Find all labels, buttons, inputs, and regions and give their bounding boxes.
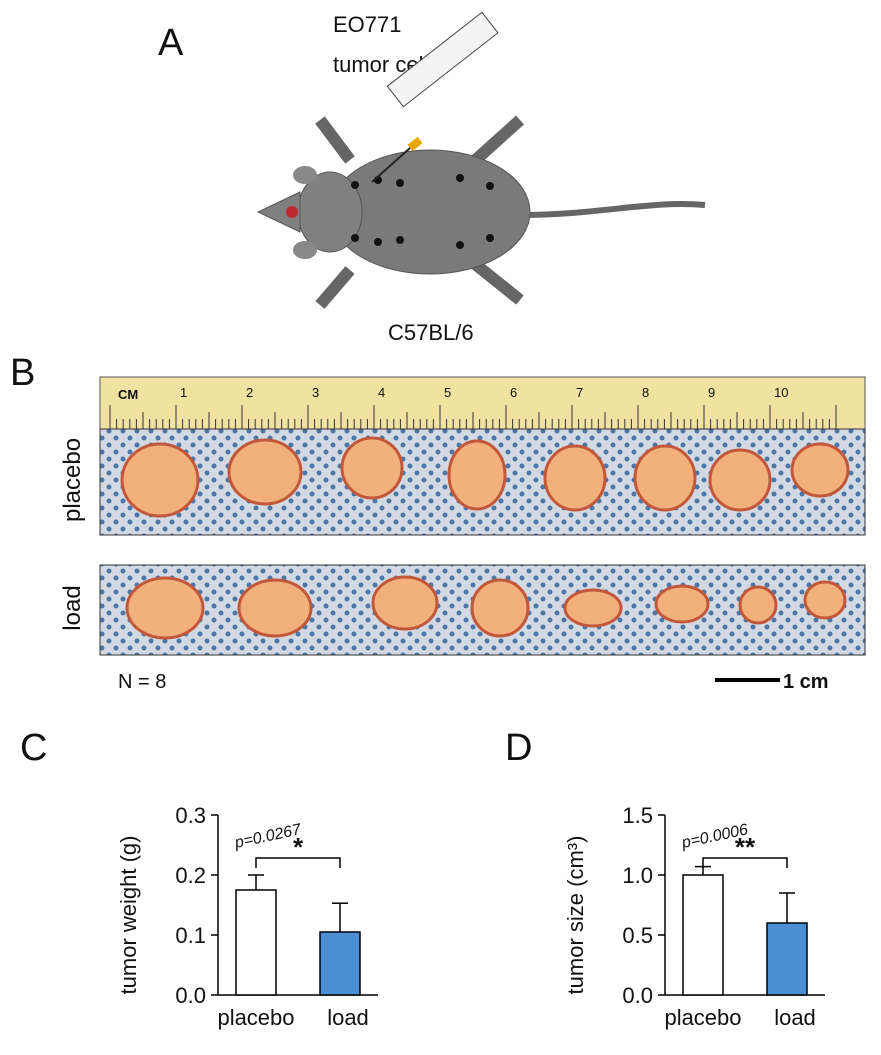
significance: ** — [735, 832, 756, 862]
tumor — [738, 585, 778, 625]
ruler-label: 4 — [378, 385, 385, 400]
group-label: placebo — [59, 438, 86, 522]
group-label: load — [59, 585, 86, 630]
strain-label: C57BL/6 — [388, 320, 474, 345]
tumor — [447, 439, 507, 511]
panel-letter: B — [10, 352, 35, 394]
x-tick-label: load — [327, 1005, 369, 1030]
ruler-label: 1 — [180, 385, 187, 400]
ruler-label: 9 — [708, 385, 715, 400]
y-tick-label: 0.3 — [175, 803, 206, 828]
ruler-label: 7 — [576, 385, 583, 400]
y-tick-label: 1.5 — [622, 803, 653, 828]
y-tick-label: 0.5 — [622, 923, 653, 948]
tumor — [340, 436, 404, 500]
tumor — [790, 442, 850, 498]
bar — [682, 874, 724, 996]
ruler-unit: CM — [118, 387, 138, 402]
significance-bracket — [702, 857, 788, 868]
bar — [766, 922, 808, 996]
tumor — [654, 584, 710, 624]
tumor — [237, 578, 313, 638]
tumor — [120, 442, 200, 518]
y-tick-label: 0.0 — [622, 983, 653, 1008]
y-axis-label: tumor size (cm³) — [563, 836, 588, 995]
y-tick-label: 0.0 — [175, 983, 206, 1008]
scale-label: 1 cm — [783, 671, 829, 693]
mouse-illustration — [256, 11, 706, 309]
ruler-label: 3 — [312, 385, 319, 400]
tumor — [803, 580, 847, 620]
injection-label: EO771 — [333, 12, 402, 37]
ruler-label: 10 — [774, 385, 788, 400]
y-tick-label: 0.2 — [175, 863, 206, 888]
tumor — [470, 578, 530, 638]
significance: * — [293, 832, 304, 862]
ruler-label: 5 — [444, 385, 451, 400]
tumor — [633, 444, 697, 512]
n-label: N = 8 — [118, 671, 166, 693]
y-tick-label: 0.1 — [175, 923, 206, 948]
ruler-ticks: 1 2 3 4 5 6 7 8 9 10 — [109, 385, 837, 429]
tumor — [227, 438, 303, 506]
ruler-label: 6 — [510, 385, 517, 400]
panel-letter: D — [505, 727, 532, 769]
tumor — [543, 444, 607, 512]
ruler-label: 8 — [642, 385, 649, 400]
x-tick-label: placebo — [217, 1005, 294, 1030]
bar — [319, 931, 361, 996]
panel-letter: A — [158, 22, 184, 64]
tumor — [563, 588, 623, 628]
tumor — [371, 575, 439, 631]
tumor — [708, 448, 772, 512]
tumors — [120, 436, 850, 640]
y-axis-label: tumor weight (g) — [116, 836, 141, 995]
panel-letter: C — [20, 727, 47, 769]
ruler-label: 2 — [246, 385, 253, 400]
x-tick-label: placebo — [664, 1005, 741, 1030]
charts: C 0.0 0.1 0.2 0.3 tumor weight (g) placebo load… — [20, 727, 825, 1030]
bar — [235, 889, 277, 996]
tumor — [125, 576, 205, 640]
significance-bracket — [255, 857, 341, 868]
y-tick-label: 1.0 — [622, 863, 653, 888]
x-tick-label: load — [774, 1005, 816, 1030]
